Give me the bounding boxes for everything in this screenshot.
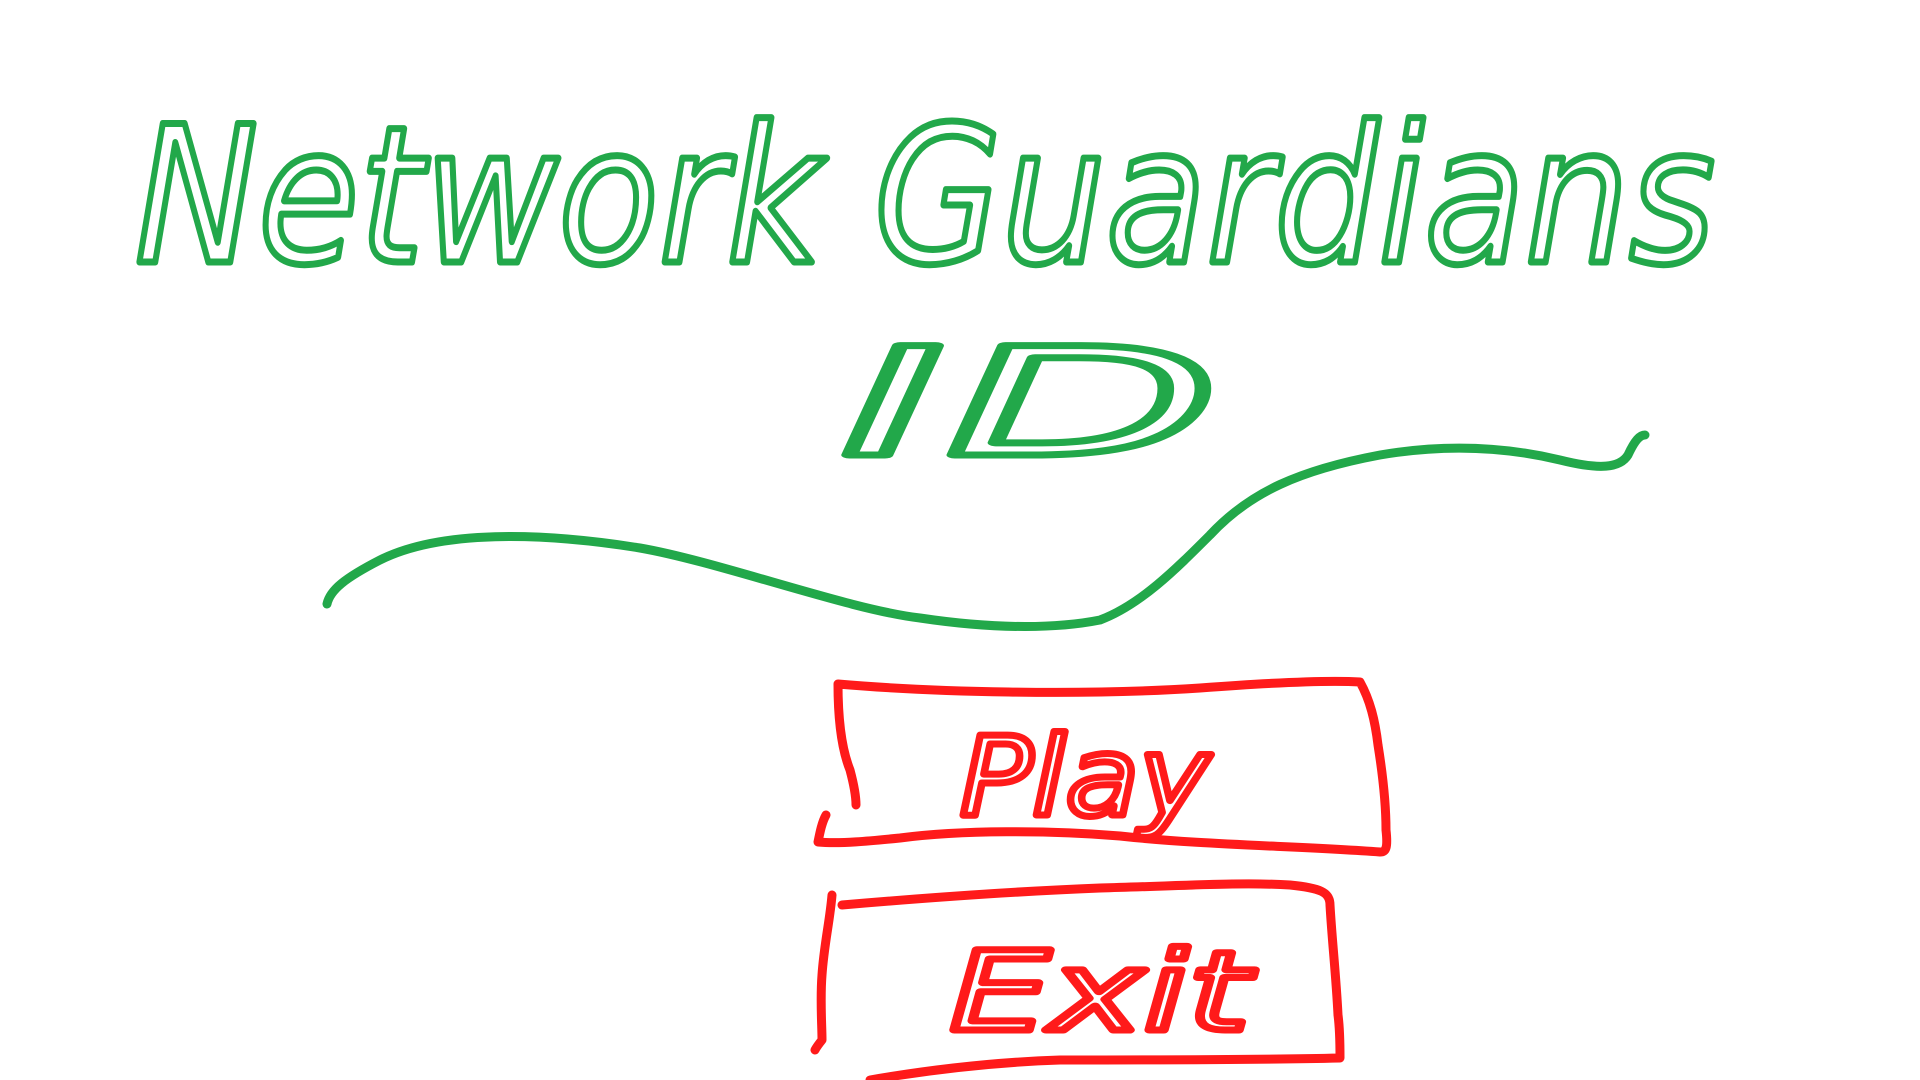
- game-subtitle: ID: [840, 317, 1220, 491]
- title-underline: [322, 430, 1650, 631]
- play-button-frame: [813, 676, 1392, 857]
- play-button-label: Play: [960, 713, 1212, 841]
- play-button[interactable]: Play: [813, 676, 1392, 857]
- exit-button-label: Exit: [950, 928, 1256, 1056]
- game-title: Network Guardians: [135, 86, 1715, 307]
- exit-button[interactable]: Exit: [810, 879, 1345, 1080]
- exit-button-frame: [810, 879, 1345, 1080]
